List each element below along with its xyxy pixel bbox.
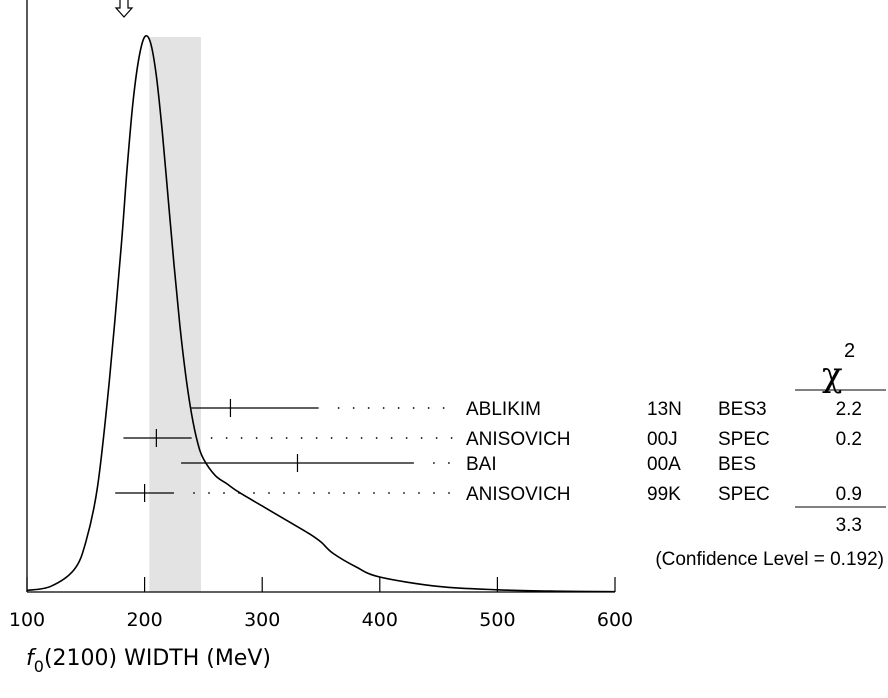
leader-dot [390,437,393,439]
leader-dot [300,437,303,439]
leader-dot [225,437,228,439]
leader-dot [352,407,355,409]
chi2-totals: 3.3 (Confidence Level = 0.192) [655,506,886,570]
ideogram-curve [26,34,616,593]
measurement-year: 99K [647,484,681,505]
x-label-rest: (2100) WIDTH (MeV) [44,646,271,671]
leader-dot [442,407,445,409]
ideogram-curve-layer [26,34,616,593]
leader-dot [373,492,375,494]
measurement-chi2: 0.2 [836,429,862,450]
leader-dot [358,492,360,494]
leader-dot [343,492,345,494]
svg-text:f0(2100) WIDTH (MeV): f0(2100) WIDTH (MeV) [26,646,271,676]
leader-dot [345,437,348,439]
measurement-tecn: BES [718,454,756,475]
average-arrow-shape [114,0,134,18]
average-band [149,37,202,592]
x-ticks: 100 200 300 400 500 600 [9,577,633,631]
chi2-header: χ 2 [795,340,886,395]
measurement-chi2: 0.9 [836,484,862,505]
leader-dot [298,492,300,494]
leader-dot [210,437,213,439]
measurement-table: ABLIKIM 13N BES3 2.2 ANISOVICH 00J SPEC 0.2 BAI 0… [466,399,862,505]
average-arrow [114,0,134,18]
measurement-tecn: SPEC [718,484,770,505]
leader-dot [238,492,240,494]
leader-dot [270,437,273,439]
measurement-author: ABLIKIM [466,399,541,420]
measurements-layer [115,399,453,502]
leader-dot [313,492,315,494]
x-tick-label: 100 [9,609,45,631]
x-tick-label: 500 [479,609,515,631]
leader-dot [420,437,423,439]
measurement-chi2: 2.2 [836,399,862,420]
leader-dot [367,407,370,409]
leader-dot [427,407,430,409]
measurement-tecn: BES3 [718,399,767,420]
chi2-total: 3.3 [836,515,862,536]
confidence-level: (Confidence Level = 0.192) [655,549,884,570]
leader-dot [208,492,210,494]
leader-dot [435,437,438,439]
leader-dot [328,492,330,494]
leader-dot [255,437,258,439]
leader-dot [388,492,390,494]
leader-dot [285,437,288,439]
leader-dot [253,492,255,494]
measurement-year: 13N [647,399,682,420]
average-band-layer [149,37,202,592]
measurement-tecn: SPEC [718,429,770,450]
leader-dot [450,437,453,439]
leader-dot [397,407,400,409]
leader-dot [448,462,450,464]
x-tick-label: 200 [126,609,162,631]
x-label-subscript: 0 [34,657,44,676]
measurement-year: 00J [647,429,678,450]
x-label-f: f [26,646,37,671]
leader-dot [330,437,333,439]
leader-dot [433,492,435,494]
leader-dot [315,437,318,439]
leader-dot [360,437,363,439]
leader-dot [448,492,450,494]
leader-dot [412,407,415,409]
measurement-author: BAI [466,454,497,475]
leader-dot [418,492,420,494]
leader-dot [240,437,243,439]
measurement-author: ANISOVICH [466,484,571,505]
leader-dot [268,492,270,494]
leader-dot [193,492,195,494]
leader-dot [283,492,285,494]
x-axis-label: f0(2100) WIDTH (MeV) [26,646,271,676]
leader-dot [337,407,340,409]
chi2-exponent: 2 [844,340,855,362]
measurement-year: 00A [647,454,681,475]
leader-dot [403,492,405,494]
axis-layer [26,0,615,593]
leader-dot [375,437,378,439]
chi2-symbol: χ [822,355,843,395]
leader-dot [223,492,225,494]
x-tick-label: 300 [244,609,280,631]
x-tick-label: 600 [597,609,633,631]
x-tick-label: 400 [362,609,398,631]
leader-dot [405,437,408,439]
leader-dot [433,462,435,464]
leader-dot [382,407,385,409]
measurement-author: ANISOVICH [466,429,571,450]
